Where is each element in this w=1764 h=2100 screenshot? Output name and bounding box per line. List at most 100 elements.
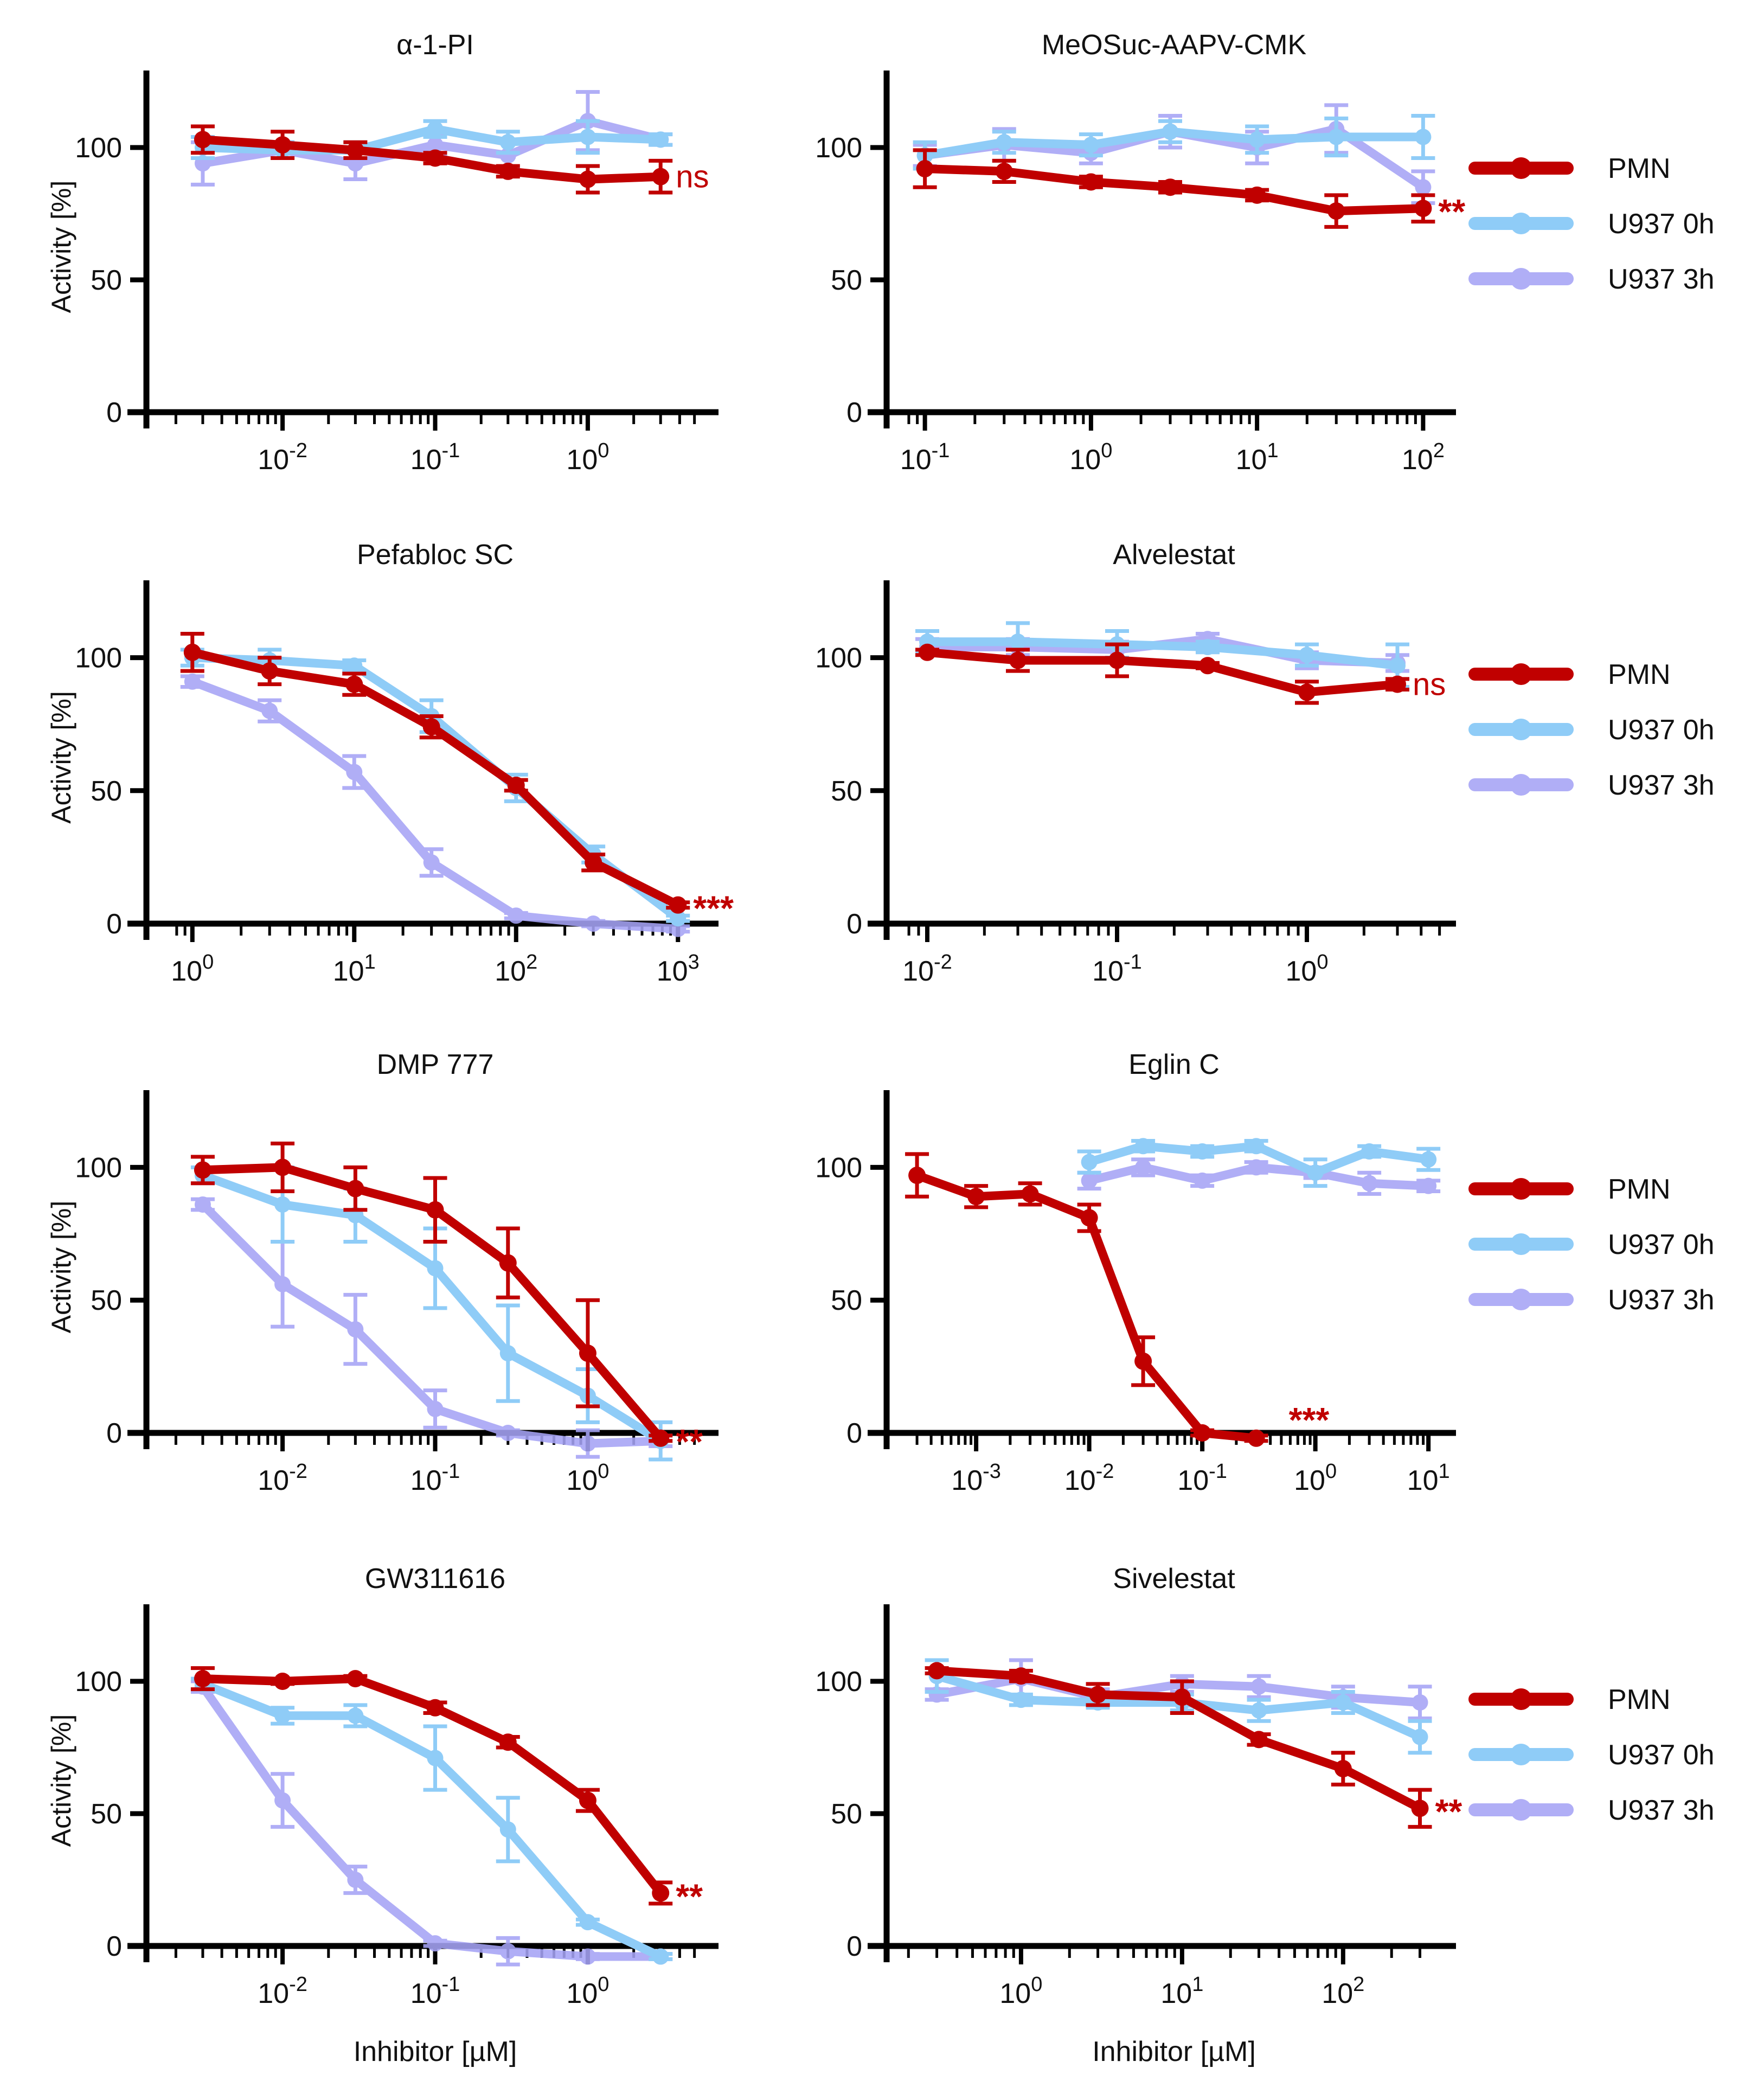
data-point xyxy=(274,1158,292,1176)
data-point xyxy=(1194,1424,1211,1442)
data-point xyxy=(1415,179,1432,196)
data-point xyxy=(996,134,1012,151)
data-point xyxy=(427,137,444,153)
legend-swatch-u937-3h xyxy=(1468,774,1574,796)
y-tick-label: 50 xyxy=(91,776,122,807)
data-point xyxy=(426,1699,444,1717)
chart-title: Pefabloc SC xyxy=(357,539,514,571)
data-point xyxy=(579,1791,596,1809)
data-point xyxy=(1194,1172,1211,1189)
legend-label: U937 3h xyxy=(1608,770,1715,801)
y-tick-label: 0 xyxy=(846,908,862,940)
legend-swatch-u937-3h xyxy=(1468,1289,1574,1310)
y-tick-label: 0 xyxy=(106,1931,122,1962)
series-pmn xyxy=(190,1141,673,1447)
chart-title: Alvelestat xyxy=(1113,539,1235,571)
data-point xyxy=(1388,675,1406,693)
y-tick-label: 50 xyxy=(91,1798,122,1830)
data-point xyxy=(1082,173,1100,191)
data-point xyxy=(274,1196,291,1213)
data-point xyxy=(1012,1667,1030,1685)
legend-marker xyxy=(1510,1289,1532,1310)
data-point xyxy=(1412,1694,1428,1711)
y-tick-label: 100 xyxy=(815,132,862,164)
data-point xyxy=(274,1707,291,1724)
legend-label: U937 3h xyxy=(1608,1795,1715,1826)
data-point xyxy=(499,1254,517,1272)
data-point xyxy=(1194,1143,1211,1160)
data-point xyxy=(346,657,363,674)
data-point xyxy=(345,675,363,693)
data-point xyxy=(916,160,934,178)
data-point xyxy=(1411,1800,1429,1817)
data-point xyxy=(1089,1686,1107,1704)
data-point xyxy=(1334,1760,1352,1778)
data-point xyxy=(194,1670,211,1688)
data-point xyxy=(1328,129,1345,145)
legend-swatch-u937-0h xyxy=(1468,719,1574,740)
data-point xyxy=(579,1435,596,1452)
data-point xyxy=(585,915,602,932)
data-point xyxy=(1021,1185,1039,1203)
y-tick-label: 0 xyxy=(846,1931,862,1962)
data-point xyxy=(346,764,363,780)
legend-marker xyxy=(1510,157,1532,179)
data-point xyxy=(427,120,444,137)
legend-label: U937 0h xyxy=(1608,208,1715,240)
y-tick-label: 0 xyxy=(846,1418,862,1449)
data-point xyxy=(274,1276,291,1292)
data-point xyxy=(274,1792,291,1809)
data-point xyxy=(423,854,440,871)
data-point xyxy=(499,1345,516,1362)
data-point xyxy=(1389,657,1406,674)
data-point xyxy=(427,1935,444,1952)
legend-label: U937 3h xyxy=(1608,1284,1715,1316)
data-point xyxy=(1009,651,1027,669)
data-point xyxy=(585,854,602,872)
legend-marker xyxy=(1510,1799,1532,1821)
legend-marker xyxy=(1510,213,1532,234)
y-tick-label: 100 xyxy=(815,1152,862,1183)
data-point xyxy=(426,1201,444,1219)
data-point xyxy=(669,896,687,914)
data-point xyxy=(1199,638,1216,655)
significance-label: *** xyxy=(693,889,734,928)
data-point xyxy=(1162,123,1178,140)
series-pmn xyxy=(915,642,1409,705)
series-pmn xyxy=(905,1152,1268,1447)
data-point xyxy=(508,907,524,924)
data-point xyxy=(347,1707,364,1724)
data-point xyxy=(1247,1429,1265,1447)
data-point xyxy=(183,643,201,661)
series-pmn xyxy=(925,1662,1432,1829)
data-point xyxy=(1012,1692,1029,1708)
legend-swatch-u937-0h xyxy=(1468,213,1574,234)
data-point xyxy=(1173,1688,1191,1706)
data-point xyxy=(1420,1151,1437,1168)
significance-label: ** xyxy=(1435,1792,1462,1831)
legend-marker xyxy=(1510,1744,1532,1765)
legend-marker xyxy=(1510,719,1532,740)
data-point xyxy=(427,1400,444,1417)
data-point xyxy=(1249,131,1266,148)
data-point xyxy=(427,1260,444,1277)
data-point xyxy=(274,1673,292,1690)
legend-swatch-u937-3h xyxy=(1468,268,1574,290)
x-tick-label: 10-1 xyxy=(1092,951,1142,987)
y-tick-label: 50 xyxy=(91,1285,122,1316)
y-tick-label: 50 xyxy=(831,265,862,296)
data-point xyxy=(579,129,596,145)
legend-label: U937 0h xyxy=(1608,714,1715,746)
data-point xyxy=(928,1662,946,1680)
chart-title: GW311616 xyxy=(365,1563,505,1595)
data-point xyxy=(427,1750,444,1766)
data-point xyxy=(1080,1209,1098,1227)
series-line xyxy=(927,648,1398,697)
legend-label: PMN xyxy=(1608,659,1671,690)
y-tick-label: 100 xyxy=(75,643,122,674)
y-tick-label: 50 xyxy=(831,776,862,807)
